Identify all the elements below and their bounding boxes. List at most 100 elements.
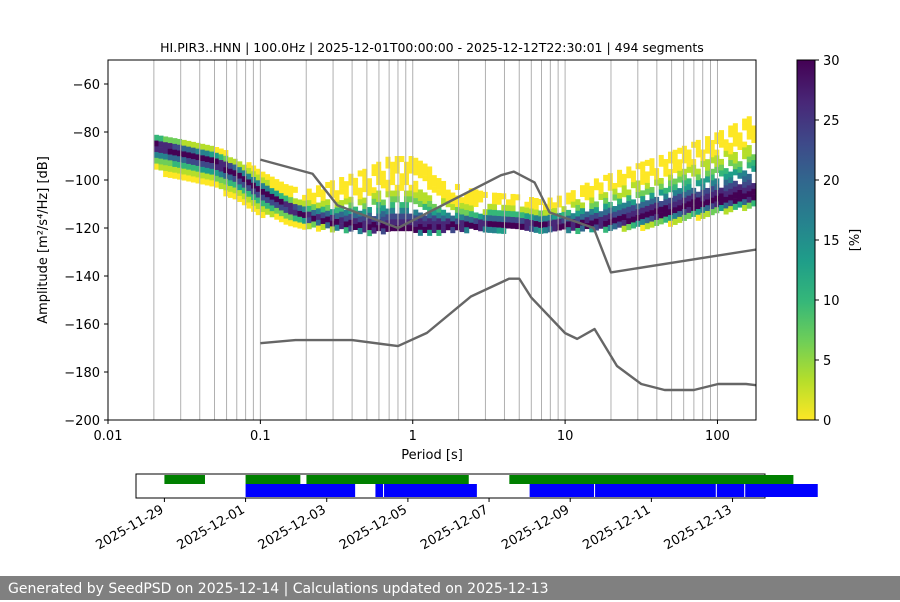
psd-cell	[454, 218, 460, 225]
psd-cell	[603, 226, 609, 233]
psd-cell	[746, 122, 752, 129]
psd-cell	[445, 218, 451, 225]
psd-cell	[705, 147, 711, 154]
psd-cell	[464, 198, 470, 205]
psd-cell	[672, 149, 678, 156]
psd-cell	[695, 209, 701, 216]
psd-cell	[598, 222, 604, 229]
psd-cell	[366, 218, 372, 225]
psd-cell	[190, 164, 196, 171]
psd-cell	[732, 123, 738, 130]
psd-cell	[714, 132, 720, 139]
psd-cell	[394, 196, 400, 203]
psd-cell	[177, 162, 183, 169]
psd-cell	[325, 205, 331, 212]
psd-cell	[621, 185, 627, 192]
psd-cell	[552, 213, 558, 220]
psd-cell	[274, 190, 280, 197]
psd-cell	[181, 157, 187, 164]
psd-cell	[728, 148, 734, 155]
psd-cell	[436, 224, 442, 231]
psd-cell	[302, 223, 308, 230]
psd-cell	[204, 173, 210, 180]
psd-cell	[320, 189, 326, 196]
psd-cell	[399, 202, 405, 209]
psd-cell	[288, 208, 294, 215]
psd-coverage-bar	[509, 475, 794, 484]
psd-cell	[302, 194, 308, 201]
colorbar-label: [%]	[848, 229, 863, 252]
psd-cell	[200, 149, 206, 156]
psd-cell	[626, 218, 632, 225]
psd-cell	[510, 216, 516, 224]
psd-cell	[246, 196, 252, 203]
psd-cell	[621, 202, 627, 209]
psd-cell	[584, 211, 590, 218]
noise-models	[260, 158, 756, 392]
psd-cell	[626, 201, 632, 208]
psd-cell	[288, 220, 294, 227]
psd-cell	[371, 193, 377, 200]
psd-cell	[681, 203, 687, 210]
timeline-tick-label: 2025-12-07	[418, 502, 491, 553]
psd-cell	[167, 171, 173, 178]
psd-cell	[269, 205, 275, 212]
psd-cell	[626, 195, 632, 202]
psd-cell	[339, 205, 345, 212]
psd-cell	[681, 157, 687, 164]
psd-cell	[668, 220, 674, 227]
psd-cell	[241, 176, 247, 183]
psd-cell	[686, 212, 692, 219]
psd-cell	[283, 218, 289, 225]
psd-cell	[320, 218, 326, 225]
psd-cell	[163, 136, 169, 143]
psd-cell	[441, 227, 447, 234]
psd-cell	[589, 214, 595, 221]
psd-cell	[274, 202, 280, 209]
psd-cell	[663, 216, 669, 223]
psd-cell	[190, 170, 196, 177]
psd-cell	[649, 198, 655, 205]
psd-cell	[519, 223, 525, 230]
colorbar-tick-label: 0	[823, 414, 831, 429]
psd-cell	[366, 178, 372, 185]
psd-cell	[441, 192, 447, 199]
psd-cell	[255, 191, 261, 198]
psd-cell	[450, 215, 456, 222]
psd-cell	[649, 215, 655, 222]
psd-cell	[737, 138, 743, 145]
psd-cell	[417, 160, 423, 167]
psd-cell	[237, 184, 243, 191]
psd-cell	[441, 215, 447, 222]
psd-cell	[343, 221, 349, 228]
psd-cell	[163, 142, 169, 149]
psd-cell	[746, 133, 752, 140]
psd-cell	[302, 200, 308, 207]
psd-cell	[246, 190, 252, 198]
psd-cell	[436, 189, 442, 196]
psd-cell	[413, 157, 419, 164]
psd-cell	[255, 197, 261, 204]
psd-cell	[200, 155, 206, 162]
psd-cell	[723, 139, 729, 146]
psd-cell	[223, 167, 229, 174]
colorbar-ticks: 0 5 10 15 20 25 30	[815, 54, 840, 429]
psd-cell	[677, 165, 683, 172]
data-coverage-bar	[375, 484, 477, 497]
psd-cell	[232, 170, 238, 177]
psd-cell	[394, 167, 400, 174]
psd-cell	[737, 172, 743, 179]
psd-cell	[431, 186, 437, 193]
psd-cell	[621, 191, 627, 198]
psd-cell	[732, 157, 738, 164]
psd-cell	[311, 204, 317, 211]
psd-cell	[283, 212, 289, 219]
psd-cell	[737, 143, 743, 150]
psd-cell	[255, 209, 261, 216]
psd-cell	[403, 161, 410, 168]
psd-cell	[255, 168, 261, 175]
psd-cell	[496, 216, 502, 223]
psd-cell	[158, 158, 164, 165]
psd-cell	[292, 209, 298, 216]
psd-cell	[728, 177, 734, 184]
